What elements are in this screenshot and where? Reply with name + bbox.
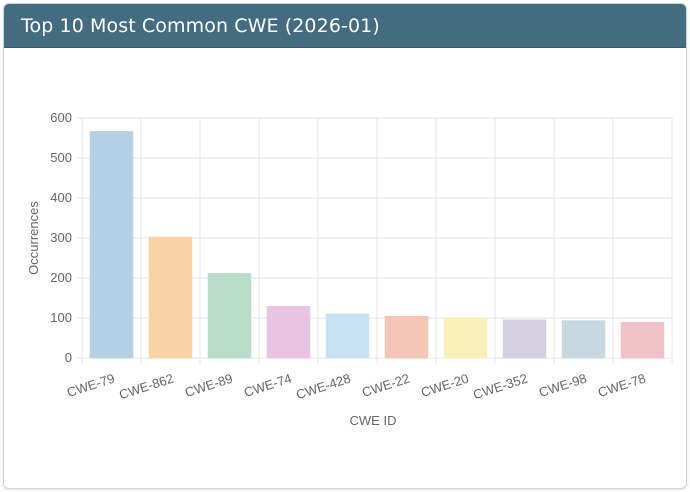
y-tick-label: 600 [50, 110, 72, 125]
bar-cwe-89[interactable] [207, 273, 252, 359]
x-tick-label: CWE-22 [360, 371, 411, 400]
y-axis-ticks: 0 100 200 300 400 500 600 [50, 110, 72, 365]
x-tick-label: CWE-78 [596, 371, 647, 400]
x-axis-ticks: CWE-79 CWE-862 CWE-89 CWE-74 CWE-428 CWE-22 CW… [65, 371, 647, 403]
bar-cwe-74[interactable] [266, 305, 311, 359]
bar-cwe-862[interactable] [148, 236, 193, 359]
y-tick-label: 300 [50, 230, 72, 245]
y-tick-label: 400 [50, 190, 72, 205]
bar-cwe-428[interactable] [325, 313, 370, 359]
x-tick-label: CWE-862 [117, 371, 175, 403]
bar-cwe-98[interactable] [561, 320, 606, 359]
y-tick-label: 200 [50, 270, 72, 285]
y-tick-label: 0 [65, 350, 72, 365]
bars [89, 131, 665, 359]
chart-area: 0 100 200 300 400 500 600 CWE-79 CWE-862 CWE-89 C… [4, 48, 686, 488]
chart-title: Top 10 Most Common CWE (2026-01) [21, 14, 380, 37]
bar-cwe-22[interactable] [384, 315, 429, 359]
chart-card: Top 10 Most Common CWE (2026-01) 0 100 200… [3, 3, 687, 489]
bar-cwe-352[interactable] [502, 319, 547, 359]
bar-cwe-79[interactable] [89, 131, 134, 359]
x-tick-label: CWE-428 [294, 371, 352, 403]
bar-cwe-78[interactable] [620, 321, 665, 359]
bar-cwe-20[interactable] [443, 317, 488, 359]
x-tick-label: CWE-352 [471, 371, 529, 403]
y-axis-label: Occurrences [26, 201, 41, 275]
card-header: Top 10 Most Common CWE (2026-01) [4, 4, 686, 48]
x-tick-label: CWE-89 [183, 371, 234, 400]
y-tick-label: 100 [50, 310, 72, 325]
x-tick-label: CWE-98 [537, 371, 588, 400]
x-tick-label: CWE-79 [65, 371, 116, 400]
x-axis-label: CWE ID [350, 413, 397, 428]
y-tick-label: 500 [50, 150, 72, 165]
x-tick-label: CWE-74 [242, 371, 293, 400]
grid-lines [76, 117, 673, 364]
x-tick-label: CWE-20 [419, 371, 470, 400]
